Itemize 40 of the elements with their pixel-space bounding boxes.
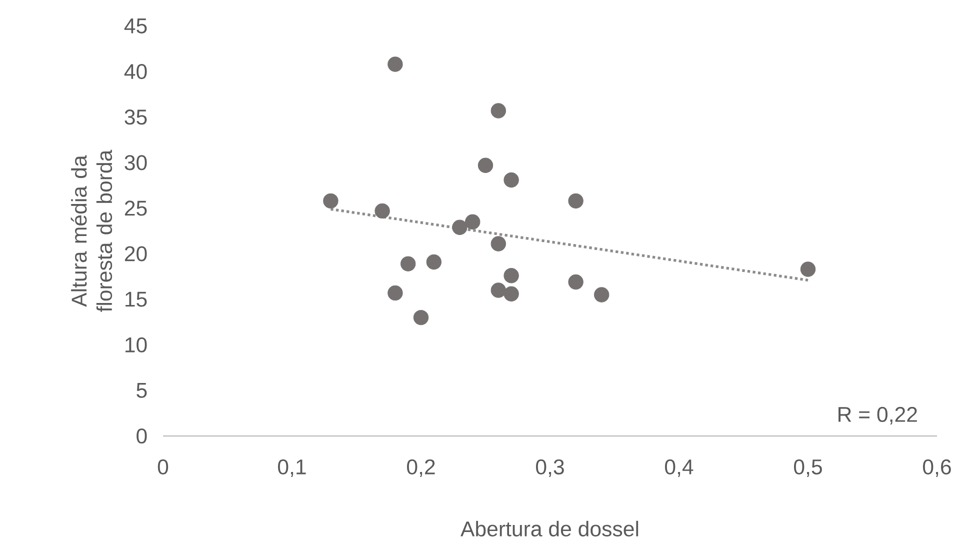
point (504, 172, 519, 188)
point (452, 220, 468, 235)
y-tick-label: 10 (126, 337, 147, 352)
y-tick-label: 40 (124, 64, 147, 80)
y-axis-title: Altura média da floresta de borda (70, 150, 112, 312)
x-tick-label: 0,5 (794, 459, 822, 477)
x-tick-label: 0,6 (923, 459, 951, 477)
y-tick-label: 20 (124, 246, 147, 262)
x-tick-label: 0,3 (536, 459, 564, 477)
y-tick-label: 25 (124, 200, 147, 216)
point (413, 310, 429, 326)
point (465, 214, 480, 230)
point (800, 262, 816, 277)
point (594, 287, 610, 302)
point (504, 286, 519, 302)
point (388, 56, 403, 72)
y-tick-label: 15 (126, 292, 147, 307)
y-tick-label: 5 (136, 382, 147, 398)
x-tick-label: 0,1 (278, 459, 306, 477)
point (478, 158, 494, 173)
annotation: R = 0,22 (838, 406, 917, 424)
point (504, 268, 519, 284)
y-tick-label: 30 (124, 155, 147, 170)
point (490, 282, 506, 298)
point (374, 203, 390, 219)
point (568, 193, 584, 209)
y-tick-label: 35 (124, 110, 147, 125)
x-tick-label: 0,4 (665, 459, 694, 477)
point (568, 274, 584, 290)
point (490, 236, 506, 252)
y-tick-label: 45 (124, 18, 147, 34)
point (323, 193, 338, 209)
y-tick-label: 0 (136, 428, 147, 444)
point (400, 256, 416, 272)
point (490, 103, 506, 118)
point (426, 254, 442, 270)
x-tick-label: 0,2 (407, 459, 435, 477)
x-axis-title: Abertura de dossel (460, 520, 638, 536)
point (388, 285, 403, 301)
x-tick-label: 0 (158, 459, 168, 474)
